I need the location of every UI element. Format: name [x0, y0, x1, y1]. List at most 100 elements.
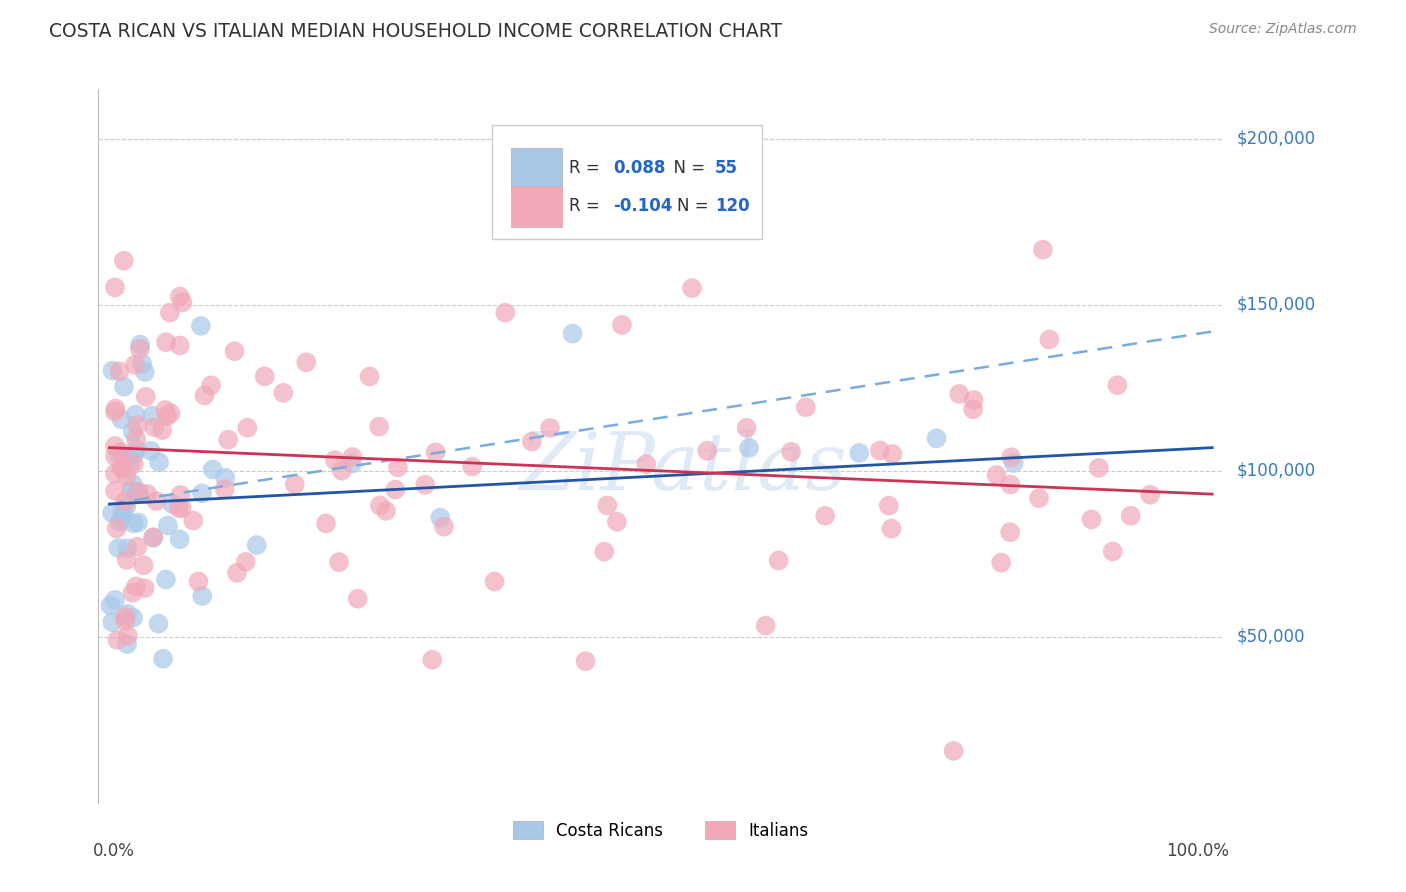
Point — [235, 555, 257, 569]
FancyBboxPatch shape — [512, 148, 562, 189]
Point — [101, 506, 124, 520]
Point — [561, 326, 583, 341]
Point — [117, 541, 139, 556]
Point — [925, 431, 948, 445]
Text: $200,000: $200,000 — [1237, 130, 1316, 148]
Point — [127, 516, 149, 530]
Point — [169, 289, 191, 303]
Text: R =: R = — [568, 160, 605, 178]
Point — [610, 318, 633, 332]
Point — [1139, 488, 1161, 502]
Text: N =: N = — [664, 160, 710, 178]
Point — [128, 485, 150, 500]
Point — [1000, 477, 1022, 491]
Point — [114, 614, 136, 628]
Point — [104, 592, 127, 607]
Point — [246, 538, 269, 552]
Point — [108, 515, 131, 529]
Point — [359, 369, 381, 384]
Point — [429, 510, 451, 524]
Point — [1088, 461, 1111, 475]
Point — [193, 388, 215, 402]
Point — [181, 514, 204, 528]
Point — [156, 518, 179, 533]
Point — [170, 501, 193, 516]
Point — [134, 365, 156, 379]
Point — [142, 531, 165, 545]
Point — [253, 369, 276, 384]
Point — [814, 508, 837, 523]
Point — [107, 541, 129, 555]
Point — [271, 385, 294, 400]
Point — [110, 412, 132, 426]
Point — [986, 468, 1008, 483]
Point — [575, 654, 598, 668]
Point — [121, 477, 143, 491]
Text: COSTA RICAN VS ITALIAN MEDIAN HOUSEHOLD INCOME CORRELATION CHART: COSTA RICAN VS ITALIAN MEDIAN HOUSEHOLD … — [49, 22, 782, 41]
Point — [1101, 544, 1123, 558]
Point — [134, 581, 156, 595]
Point — [101, 615, 124, 629]
Point — [942, 744, 965, 758]
Text: $100,000: $100,000 — [1237, 462, 1316, 480]
Point — [148, 455, 170, 469]
Point — [104, 483, 127, 498]
Point — [201, 462, 224, 476]
Point — [869, 443, 891, 458]
Point — [172, 295, 194, 310]
Point — [127, 540, 149, 554]
Point — [142, 530, 165, 544]
Point — [150, 423, 173, 437]
Point — [315, 516, 337, 531]
Point — [111, 504, 134, 518]
Point — [735, 421, 758, 435]
Point — [962, 402, 984, 417]
Point — [111, 510, 134, 524]
Point — [117, 629, 139, 643]
Point — [104, 439, 127, 453]
Point — [104, 467, 127, 481]
Point — [111, 461, 134, 475]
Point — [143, 420, 166, 434]
Text: R =: R = — [568, 197, 605, 215]
Point — [124, 447, 146, 461]
Point — [368, 499, 391, 513]
Point — [145, 494, 167, 508]
Point — [340, 457, 363, 471]
Point — [1002, 456, 1025, 470]
Point — [122, 516, 145, 531]
Point — [1038, 333, 1060, 347]
Point — [155, 335, 177, 350]
Point — [882, 447, 904, 461]
Point — [115, 553, 138, 567]
Point — [115, 637, 138, 651]
Point — [152, 652, 174, 666]
Point — [794, 400, 817, 414]
Point — [169, 488, 191, 502]
Point — [141, 409, 163, 423]
Point — [132, 558, 155, 573]
Point — [107, 446, 129, 460]
Point — [121, 586, 143, 600]
Point — [217, 433, 239, 447]
Text: 55: 55 — [714, 160, 738, 178]
Point — [105, 521, 128, 535]
Point — [105, 632, 128, 647]
Point — [108, 364, 131, 378]
Point — [1080, 512, 1102, 526]
Point — [214, 470, 236, 484]
Point — [117, 607, 139, 621]
Point — [755, 618, 778, 632]
Point — [136, 487, 159, 501]
Point — [420, 653, 443, 667]
Point — [187, 574, 209, 589]
Point — [236, 421, 259, 435]
Point — [125, 432, 148, 446]
Point — [104, 449, 127, 463]
Point — [342, 450, 364, 464]
Text: 100.0%: 100.0% — [1166, 842, 1229, 860]
Point — [494, 305, 516, 319]
Point — [780, 444, 803, 458]
Point — [368, 419, 391, 434]
Point — [636, 457, 658, 471]
